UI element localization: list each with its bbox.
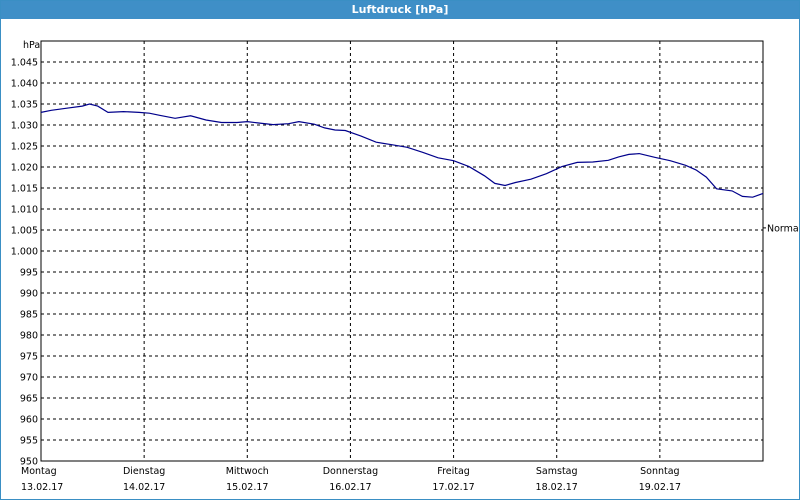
y-tick-label: 1.045	[11, 58, 38, 69]
y-tick-label: 985	[20, 310, 38, 321]
reference-label: Normal	[767, 223, 799, 234]
pressure-line	[40, 103, 764, 198]
x-tick-date-label: 17.02.17	[432, 482, 474, 493]
x-tick-day-label: Dienstag	[123, 466, 165, 477]
x-tick-date-label: 15.02.17	[226, 482, 268, 493]
y-tick-label: 1.025	[11, 142, 38, 153]
x-tick-day-label: Samstag	[536, 466, 578, 477]
y-tick-label: 970	[20, 373, 38, 384]
x-tick-date-label: 16.02.17	[329, 482, 371, 493]
y-tick-label: 1.000	[11, 247, 38, 258]
y-tick-label: 1.035	[11, 100, 38, 111]
y-tick-label: 1.005	[11, 226, 38, 237]
y-tick-label: 1.015	[11, 184, 38, 195]
x-tick-day-label: Donnerstag	[323, 466, 378, 477]
y-tick-label: 960	[20, 415, 38, 426]
x-tick-day-label: Sonntag	[640, 466, 679, 477]
grid	[41, 41, 763, 461]
y-tick-label: 995	[20, 268, 38, 279]
y-axis-unit-label: hPa	[23, 40, 40, 51]
x-tick-date-label: 19.02.17	[639, 482, 681, 493]
x-tick-date-label: 14.02.17	[123, 482, 165, 493]
y-tick-label: 1.020	[11, 163, 38, 174]
x-tick-day-label: Mittwoch	[226, 466, 269, 477]
y-tick-label: 980	[20, 331, 38, 342]
y-axis: 1.045 1.040 1.035 1.030 1.025 1.020 1.015 1.010…	[11, 58, 38, 468]
y-tick-label: 950	[20, 457, 38, 468]
y-tick-label: 1.010	[11, 205, 38, 216]
y-tick-label: 955	[20, 436, 38, 447]
x-axis: Montag 13.02.17 Dienstag 14.02.17 Mittwoch 15…	[21, 466, 681, 493]
reference-line: Normal	[763, 223, 799, 234]
y-tick-label: 990	[20, 289, 38, 300]
x-tick-day-label: Freitag	[437, 466, 470, 477]
x-tick-date-label: 13.02.17	[21, 482, 63, 493]
x-tick-day-label: Montag	[21, 466, 57, 477]
pressure-chart: 1.045 1.040 1.035 1.030 1.025 1.020 1.015 1.010…	[11, 40, 799, 493]
x-tick-date-label: 18.02.17	[536, 482, 578, 493]
y-tick-label: 1.040	[11, 79, 38, 90]
y-tick-label: 1.030	[11, 121, 38, 132]
y-tick-label: 965	[20, 394, 38, 405]
series-group	[40, 103, 764, 198]
y-tick-label: 975	[20, 352, 38, 363]
window-title: Luftdruck [hPa]	[1, 1, 799, 19]
